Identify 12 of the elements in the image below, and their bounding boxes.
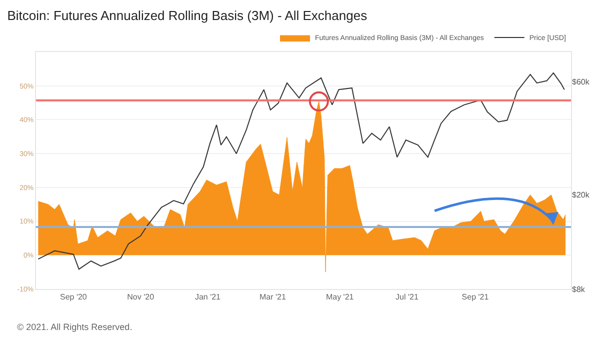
x-tick-label: Jan '21: [194, 292, 222, 302]
x-tick-label: May '21: [326, 292, 354, 302]
y2-tick-label: $20k: [572, 190, 590, 200]
x-tick-label: Jul '21: [396, 292, 419, 302]
chart-title: Bitcoin: Futures Annualized Rolling Basis (3M) - All Exchanges: [7, 8, 368, 23]
text: © 2021. All Rights Reserved.: [17, 322, 132, 332]
x-tick-label: Sep '20: [60, 292, 88, 302]
x-tick-label: Nov '20: [127, 292, 155, 302]
x-tick-label: Mar '21: [259, 292, 286, 302]
x-tick-label: Sep '21: [462, 292, 490, 302]
y2-tick-label: $8k: [572, 284, 586, 294]
y2-tick-label: $60k: [572, 77, 590, 86]
